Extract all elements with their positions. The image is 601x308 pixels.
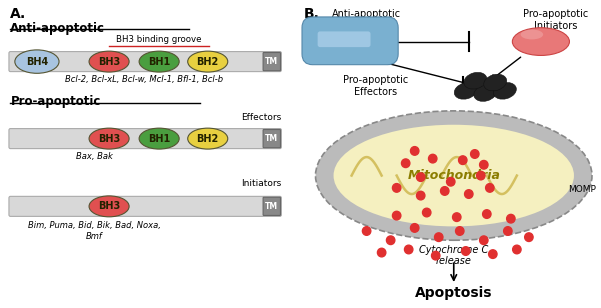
Text: Anti-apoptotic: Anti-apoptotic: [10, 22, 105, 34]
Circle shape: [513, 245, 521, 254]
Circle shape: [401, 159, 410, 168]
Circle shape: [525, 233, 533, 241]
Text: BH4: BH4: [26, 57, 48, 67]
Text: Apoptosis: Apoptosis: [415, 286, 492, 300]
FancyBboxPatch shape: [318, 31, 370, 47]
Text: Bim, Puma, Bid, Bik, Bad, Noxa,
Bmf: Bim, Puma, Bid, Bik, Bad, Noxa, Bmf: [28, 221, 161, 241]
FancyBboxPatch shape: [302, 17, 398, 65]
Ellipse shape: [474, 85, 497, 101]
Ellipse shape: [188, 51, 228, 72]
Circle shape: [423, 208, 431, 217]
Ellipse shape: [520, 30, 543, 39]
Circle shape: [386, 236, 395, 245]
Text: B.: B.: [304, 7, 319, 21]
Ellipse shape: [89, 196, 129, 217]
Ellipse shape: [139, 128, 179, 149]
Ellipse shape: [188, 128, 228, 149]
Text: BH3: BH3: [98, 201, 120, 211]
Circle shape: [486, 184, 494, 192]
Text: Bax, Bak: Bax, Bak: [76, 152, 113, 161]
Circle shape: [441, 187, 449, 195]
Text: A.: A.: [10, 7, 26, 21]
Ellipse shape: [334, 125, 574, 226]
Ellipse shape: [89, 51, 129, 72]
Circle shape: [435, 233, 443, 241]
FancyBboxPatch shape: [263, 52, 281, 71]
Text: Effectors: Effectors: [241, 113, 281, 122]
FancyBboxPatch shape: [9, 52, 281, 72]
Text: BH1: BH1: [148, 134, 170, 144]
Text: Pro-apoptotic
Effectors: Pro-apoptotic Effectors: [343, 75, 408, 97]
Text: Pro-apoptotic: Pro-apoptotic: [10, 95, 101, 108]
Circle shape: [507, 214, 515, 223]
Text: BH2: BH2: [197, 57, 219, 67]
Circle shape: [453, 213, 461, 221]
Text: Bcl-2, Bcl-xL, Bcl-w, Mcl-1, Bfl-1, Bcl-b: Bcl-2, Bcl-xL, Bcl-w, Mcl-1, Bfl-1, Bcl-…: [66, 75, 224, 84]
FancyBboxPatch shape: [263, 197, 281, 216]
Text: Anti-apoptotic: Anti-apoptotic: [332, 9, 401, 19]
Text: BH3 binding groove: BH3 binding groove: [117, 35, 202, 44]
Text: MOMP: MOMP: [569, 185, 597, 194]
Text: BH2: BH2: [197, 134, 219, 144]
Text: Initiators: Initiators: [241, 180, 281, 188]
Circle shape: [429, 154, 437, 163]
Circle shape: [480, 160, 488, 169]
Ellipse shape: [484, 74, 507, 91]
Ellipse shape: [89, 128, 129, 149]
Ellipse shape: [512, 28, 570, 55]
FancyBboxPatch shape: [263, 129, 281, 148]
Text: TM: TM: [265, 134, 278, 143]
Circle shape: [362, 227, 371, 235]
Circle shape: [392, 211, 401, 220]
Text: BH3: BH3: [98, 134, 120, 144]
Ellipse shape: [15, 50, 59, 73]
Circle shape: [462, 247, 470, 255]
Circle shape: [416, 191, 425, 200]
Text: Mitochondria: Mitochondria: [407, 169, 500, 182]
Text: TM: TM: [265, 202, 278, 211]
Text: Pro-apoptotic
Initiators: Pro-apoptotic Initiators: [523, 9, 588, 31]
Text: TM: TM: [265, 57, 278, 66]
Circle shape: [471, 150, 479, 158]
Circle shape: [465, 190, 473, 198]
Circle shape: [456, 227, 464, 235]
FancyBboxPatch shape: [9, 129, 281, 149]
Ellipse shape: [454, 83, 477, 99]
Text: BH1: BH1: [148, 57, 170, 67]
Circle shape: [447, 177, 455, 186]
Circle shape: [410, 147, 419, 155]
FancyBboxPatch shape: [9, 197, 281, 216]
Ellipse shape: [316, 111, 592, 240]
Circle shape: [483, 210, 491, 218]
Circle shape: [459, 156, 467, 164]
Circle shape: [410, 224, 419, 232]
Circle shape: [377, 248, 386, 257]
Circle shape: [432, 251, 440, 260]
Circle shape: [480, 236, 488, 245]
Text: Cytochrome C
release: Cytochrome C release: [419, 245, 489, 266]
Circle shape: [404, 245, 413, 254]
Ellipse shape: [464, 72, 487, 89]
Circle shape: [504, 227, 512, 235]
Circle shape: [416, 173, 425, 181]
Ellipse shape: [139, 51, 179, 72]
Circle shape: [477, 171, 485, 180]
Circle shape: [392, 184, 401, 192]
Circle shape: [489, 250, 497, 258]
Ellipse shape: [493, 83, 516, 99]
Text: BH3: BH3: [98, 57, 120, 67]
